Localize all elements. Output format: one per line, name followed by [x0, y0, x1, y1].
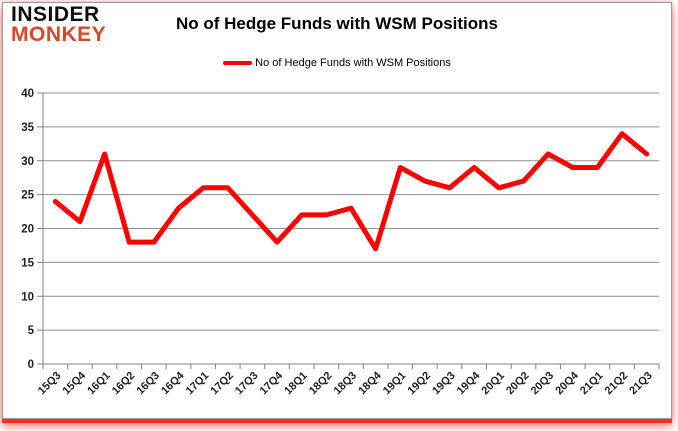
x-axis-label: 19Q1: [381, 370, 409, 398]
x-axis-label: 18Q3: [332, 370, 360, 398]
x-axis-label: 17Q1: [184, 370, 212, 398]
y-axis-label: 5: [28, 325, 35, 337]
x-axis-label: 17Q3: [233, 370, 261, 398]
x-axis-label: 16Q2: [110, 370, 138, 398]
x-axis-label: 18Q4: [356, 369, 384, 397]
y-axis-label: 0: [28, 359, 34, 371]
chart-title: No of Hedge Funds with WSM Positions: [175, 14, 499, 33]
line-chart: 0 5 10 15 20 25 30 35 40 15Q315Q416Q116Q216Q316Q4…: [21, 88, 660, 398]
x-axis-label: 21Q1: [578, 370, 606, 398]
x-axis-label: 20Q3: [529, 370, 557, 398]
x-axis-label: 20Q1: [479, 370, 507, 398]
x-axis-label: 18Q1: [282, 370, 310, 398]
insider-monkey-logo: INSIDER MONKEY: [11, 3, 107, 46]
x-axis-label: 21Q3: [627, 370, 655, 398]
x-axis-label: 16Q3: [134, 370, 162, 398]
chart-panel: INSIDER MONKEY No of Hedge Funds with WS…: [2, 2, 672, 419]
x-axis-label: 16Q1: [85, 370, 113, 398]
x-axis-label: 21Q2: [603, 370, 631, 398]
y-axis-label: 30: [21, 156, 34, 168]
y-axis-label: 10: [21, 291, 34, 303]
y-axis-label: 25: [21, 190, 34, 202]
y-axis-label: 40: [21, 88, 34, 100]
logo-line-monkey: MONKEY: [11, 22, 107, 46]
legend: No of Hedge Funds with WSM Positions: [3, 57, 671, 69]
series-line: [52, 131, 650, 252]
y-axis-label: 20: [21, 224, 34, 236]
x-axis-label: 15Q3: [36, 370, 64, 398]
legend-label: No of Hedge Funds with WSM Positions: [255, 57, 451, 69]
x-axis-label: 19Q3: [430, 370, 458, 398]
x-axis-label: 20Q4: [553, 369, 581, 397]
legend-line-marker: [223, 61, 253, 65]
x-axis-label: 16Q4: [159, 369, 187, 397]
x-axis-label: 18Q2: [307, 370, 335, 398]
logo-line-insider: INSIDER: [11, 3, 100, 26]
x-axis-label: 15Q4: [61, 369, 89, 397]
x-axis-label: 20Q2: [504, 370, 532, 398]
x-axis-label: 19Q4: [455, 369, 483, 397]
y-axis-label: 15: [21, 257, 34, 269]
y-axis-label: 35: [21, 122, 34, 134]
x-axis-label: 19Q2: [406, 370, 434, 398]
x-axis-label: 17Q4: [258, 369, 286, 397]
x-axis-label: 17Q2: [208, 370, 236, 398]
